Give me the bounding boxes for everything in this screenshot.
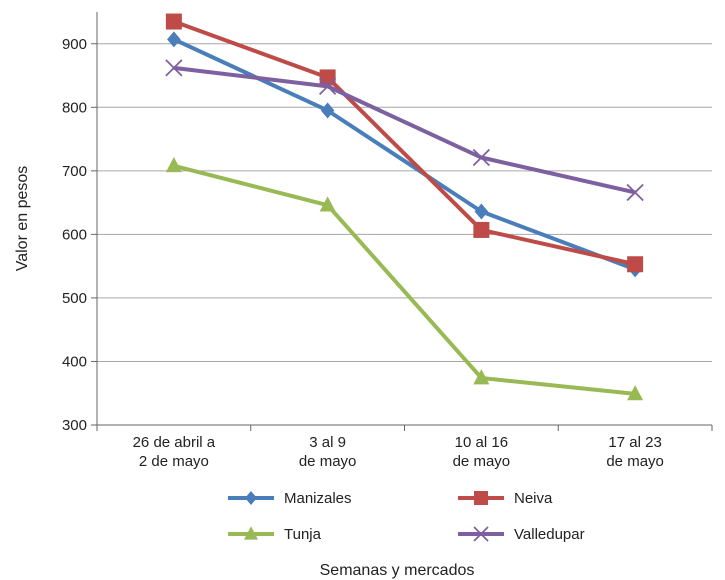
legend-item-valledupar: Valledupar [458,526,585,543]
x-axis-title: Semanas y mercados [320,562,475,579]
x-tick-label: 10 al 16 de mayo [453,434,511,470]
legend: Manizales Neiva Tunja Valledupar [228,490,585,543]
cross-stroke [473,526,489,542]
data-point-neiva [165,13,182,30]
series-line-neiva [173,19,636,267]
legend-item-neiva: Neiva [458,490,553,507]
series-lines [165,13,644,401]
cross-stroke [472,148,491,167]
legend-label-valledupar: Valledupar [514,526,585,543]
data-point-tunja [473,369,490,385]
cross-stroke [318,77,337,95]
x-tick-label: 3 al 9 de mayo [299,434,357,470]
series-line-tunja [173,163,636,396]
cross-stroke [626,183,644,202]
y-tick-label: 400 [62,353,87,370]
y-tick-label: 500 [62,290,87,307]
legend-marker-manizales [245,491,257,505]
legend-label-tunja: Tunja [284,526,322,543]
legend-item-tunja: Tunja [228,526,322,543]
data-point-manizales [320,102,335,119]
x-tick-label: 17 al 23 de mayo [606,434,664,470]
legend-marker-tunja [244,526,258,540]
data-point-tunja [319,196,336,212]
cross-stroke [165,59,183,77]
data-point-neiva [319,69,336,86]
data-point-valledupar [318,77,337,95]
y-axis-ticks: 300 400 500 600 700 800 900 [62,36,87,434]
y-axis-title: Valor en pesos [14,166,31,272]
series-line-valledupar [173,65,636,195]
legend-label-neiva: Neiva [514,490,553,507]
data-point-tunja [627,385,644,401]
data-point-valledupar [626,183,644,202]
legend-marker-valledupar [473,526,489,542]
y-tick-label: 300 [62,417,87,434]
data-point-valledupar [165,59,183,77]
series-line-manizales [173,37,636,272]
grid-lines [97,43,712,362]
data-point-tunja [165,156,182,173]
axes [91,12,713,431]
legend-label-manizales: Manizales [284,490,352,507]
y-tick-label: 900 [62,36,87,53]
data-point-neiva [627,256,644,273]
data-point-manizales [167,31,181,48]
y-tick-label: 700 [62,163,87,180]
data-point-manizales [474,203,489,220]
y-tick-label: 600 [62,226,87,243]
data-point-neiva [473,221,490,238]
y-tick-label: 800 [62,99,87,116]
legend-item-manizales: Manizales [228,490,352,507]
legend-marker-neiva [474,491,488,505]
data-point-valledupar [472,148,491,167]
